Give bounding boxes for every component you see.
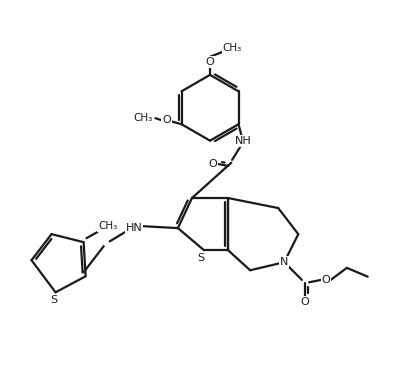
Text: O: O [206,57,215,67]
Text: methoxy: methoxy [224,50,230,51]
Text: S: S [50,295,57,305]
Text: O: O [301,297,309,307]
Text: HN: HN [125,223,142,233]
Text: CH₃: CH₃ [134,113,153,123]
Text: S: S [197,253,204,263]
Text: O: O [208,159,217,169]
Text: O: O [322,275,330,285]
Text: CH₃: CH₃ [98,221,117,231]
Text: N: N [280,257,288,267]
Text: NH: NH [235,136,252,146]
Text: CH₃: CH₃ [223,42,242,53]
Text: O: O [162,115,170,125]
